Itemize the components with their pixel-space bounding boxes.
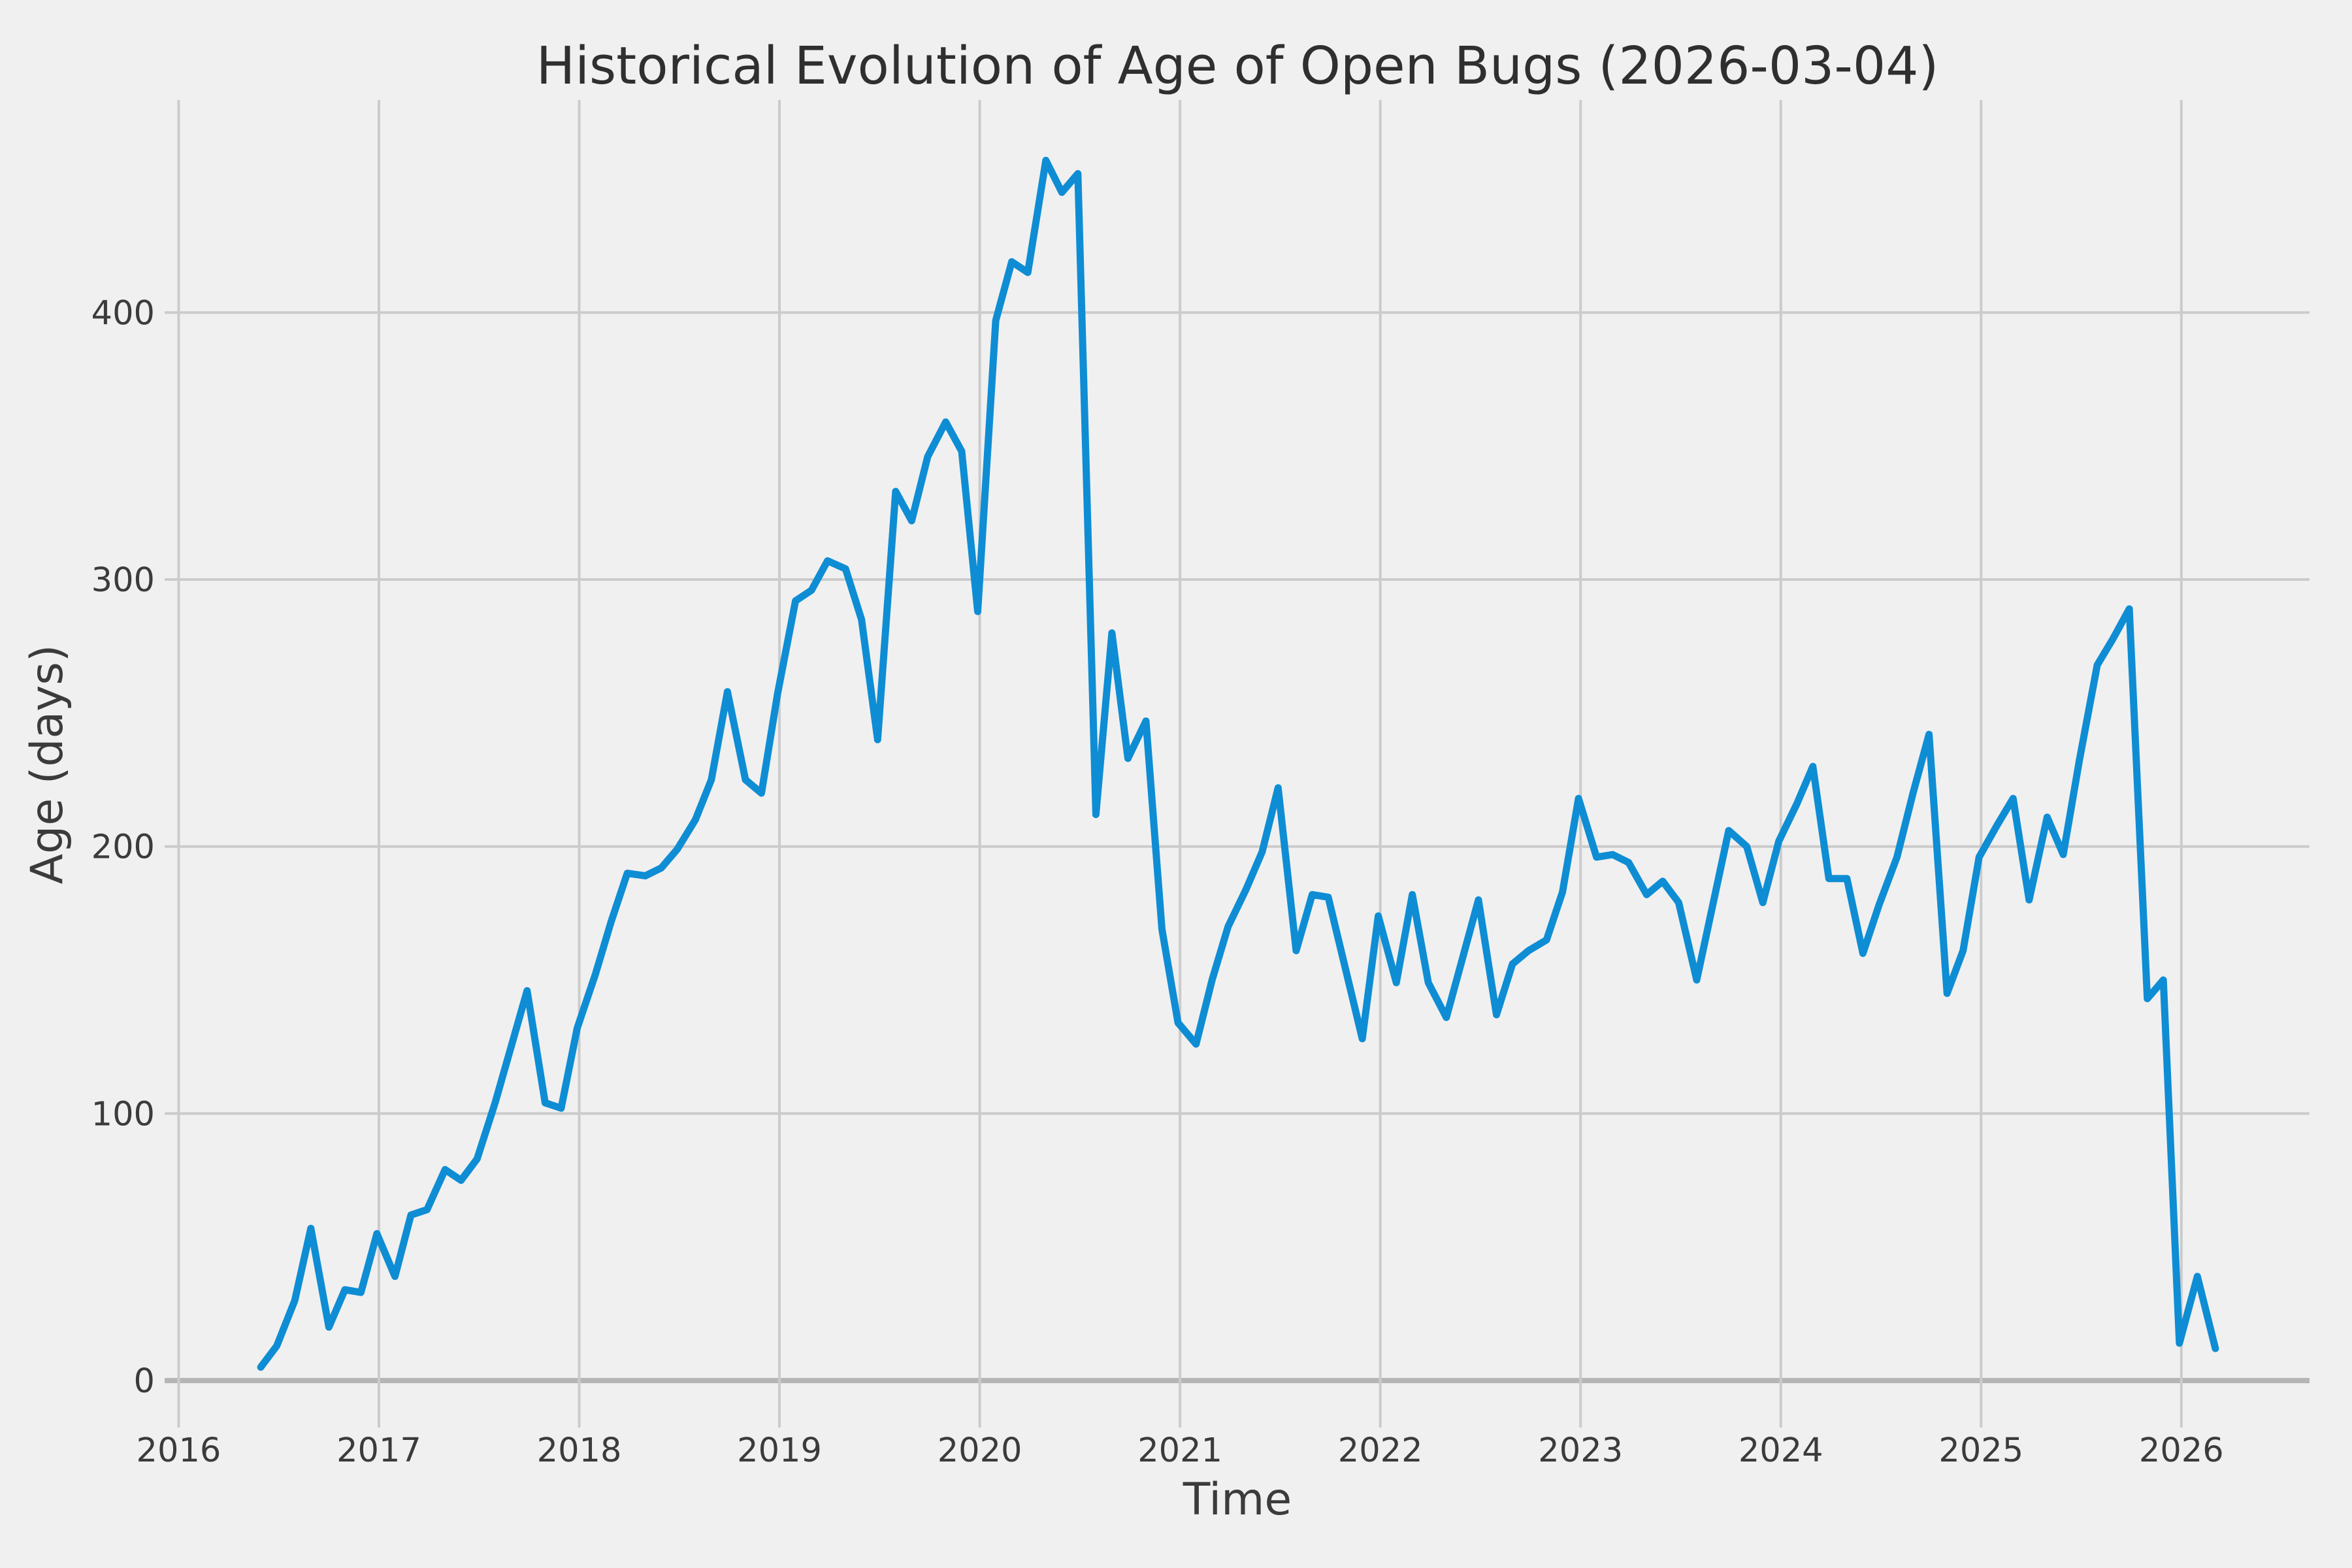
y-gridlines [165, 311, 2310, 1384]
y-axis-label: Age (days) [22, 645, 73, 885]
x-tick-label: 2017 [336, 1431, 421, 1470]
x-tick-label: 2018 [537, 1431, 622, 1470]
y-tick-label: 200 [91, 828, 155, 867]
x-tick-label: 2024 [1739, 1431, 1823, 1470]
x-tick-label: 2021 [1137, 1431, 1222, 1470]
chart-title: Historical Evolution of Age of Open Bugs… [536, 36, 1939, 96]
x-tick-label: 2023 [1538, 1431, 1623, 1470]
x-tick-label: 2016 [137, 1431, 221, 1470]
x-tick-label: 2026 [2139, 1431, 2224, 1470]
x-tick-label: 2025 [1938, 1431, 2023, 1470]
y-tick-label: 0 [134, 1362, 155, 1401]
x-tick-label: 2019 [737, 1431, 822, 1470]
y-tick-label: 300 [91, 561, 155, 600]
x-tick-label: 2020 [938, 1431, 1022, 1470]
y-tick-label: 100 [91, 1095, 155, 1134]
bug-age-series-line [257, 156, 2219, 1371]
y-tick-labels: 0 100 200 300 400 [91, 294, 155, 1401]
x-tick-label: 2022 [1338, 1431, 1423, 1470]
y-tick-label: 400 [91, 294, 155, 333]
x-tick-labels: 2016 2017 2018 2019 2020 2021 2022 2023 2024 2025… [137, 1431, 2224, 1470]
x-gridlines [177, 100, 2183, 1428]
x-axis-label: Time [1183, 1474, 1292, 1526]
